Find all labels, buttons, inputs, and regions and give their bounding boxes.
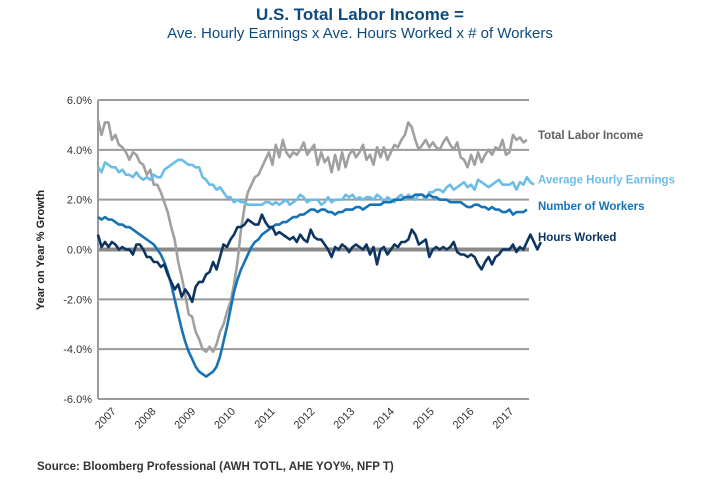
x-tick-label: 2012 xyxy=(292,406,318,432)
y-tick-label: -2.0% xyxy=(63,294,92,306)
chart-subtitle: Ave. Hourly Earnings x Ave. Hours Worked… xyxy=(167,25,553,42)
y-tick-label: -6.0% xyxy=(63,394,92,406)
source-note: Source: Bloomberg Professional (AWH TOTL… xyxy=(37,461,394,473)
x-tick-label: 2007 xyxy=(93,406,119,432)
legend: Total Labor Income Average Hourly Earning… xyxy=(538,130,675,244)
gridlines xyxy=(98,99,529,400)
x-tick-label: 2016 xyxy=(451,406,477,432)
chart-title: U.S. Total Labor Income = xyxy=(256,5,464,24)
legend-label-hours-worked: Hours Worked xyxy=(538,232,616,244)
legend-label-total-labor-income: Total Labor Income xyxy=(538,130,643,142)
series-line-average-hourly-earnings xyxy=(96,158,535,206)
y-tick-label: 4.0% xyxy=(67,145,92,157)
legend-label-number-of-workers: Number of Workers xyxy=(538,201,645,213)
x-tick-label: 2011 xyxy=(253,406,278,431)
y-axis-title: Year on Year % Growth xyxy=(35,190,47,311)
y-tick-label: 2.0% xyxy=(67,195,92,207)
legend-label-average-hourly-earnings: Average Hourly Earnings xyxy=(538,175,675,187)
x-tick-label: 2008 xyxy=(133,406,159,432)
series-lines xyxy=(96,119,543,378)
x-tick-label: 2013 xyxy=(331,406,357,432)
y-tick-label: -4.0% xyxy=(63,344,92,356)
x-tick-label: 2009 xyxy=(172,406,198,432)
x-tick-label: 2010 xyxy=(212,406,238,432)
y-tick-labels: 6.0% 4.0% 2.0% 0.0% -2.0% -4.0% -6.0% xyxy=(63,95,92,406)
y-tick-label: 0.0% xyxy=(67,245,92,257)
series-line-total-labor-income xyxy=(96,119,528,354)
y-tick-label: 6.0% xyxy=(67,95,92,107)
x-tick-label: 2015 xyxy=(411,406,437,432)
x-tick-labels: 2007 2008 2009 2010 2011 2012 2013 2014 2015 2016… xyxy=(93,406,516,432)
x-tick-label: 2014 xyxy=(371,406,397,432)
series-line-hours-worked xyxy=(96,213,543,304)
x-tick-label: 2017 xyxy=(490,406,516,432)
